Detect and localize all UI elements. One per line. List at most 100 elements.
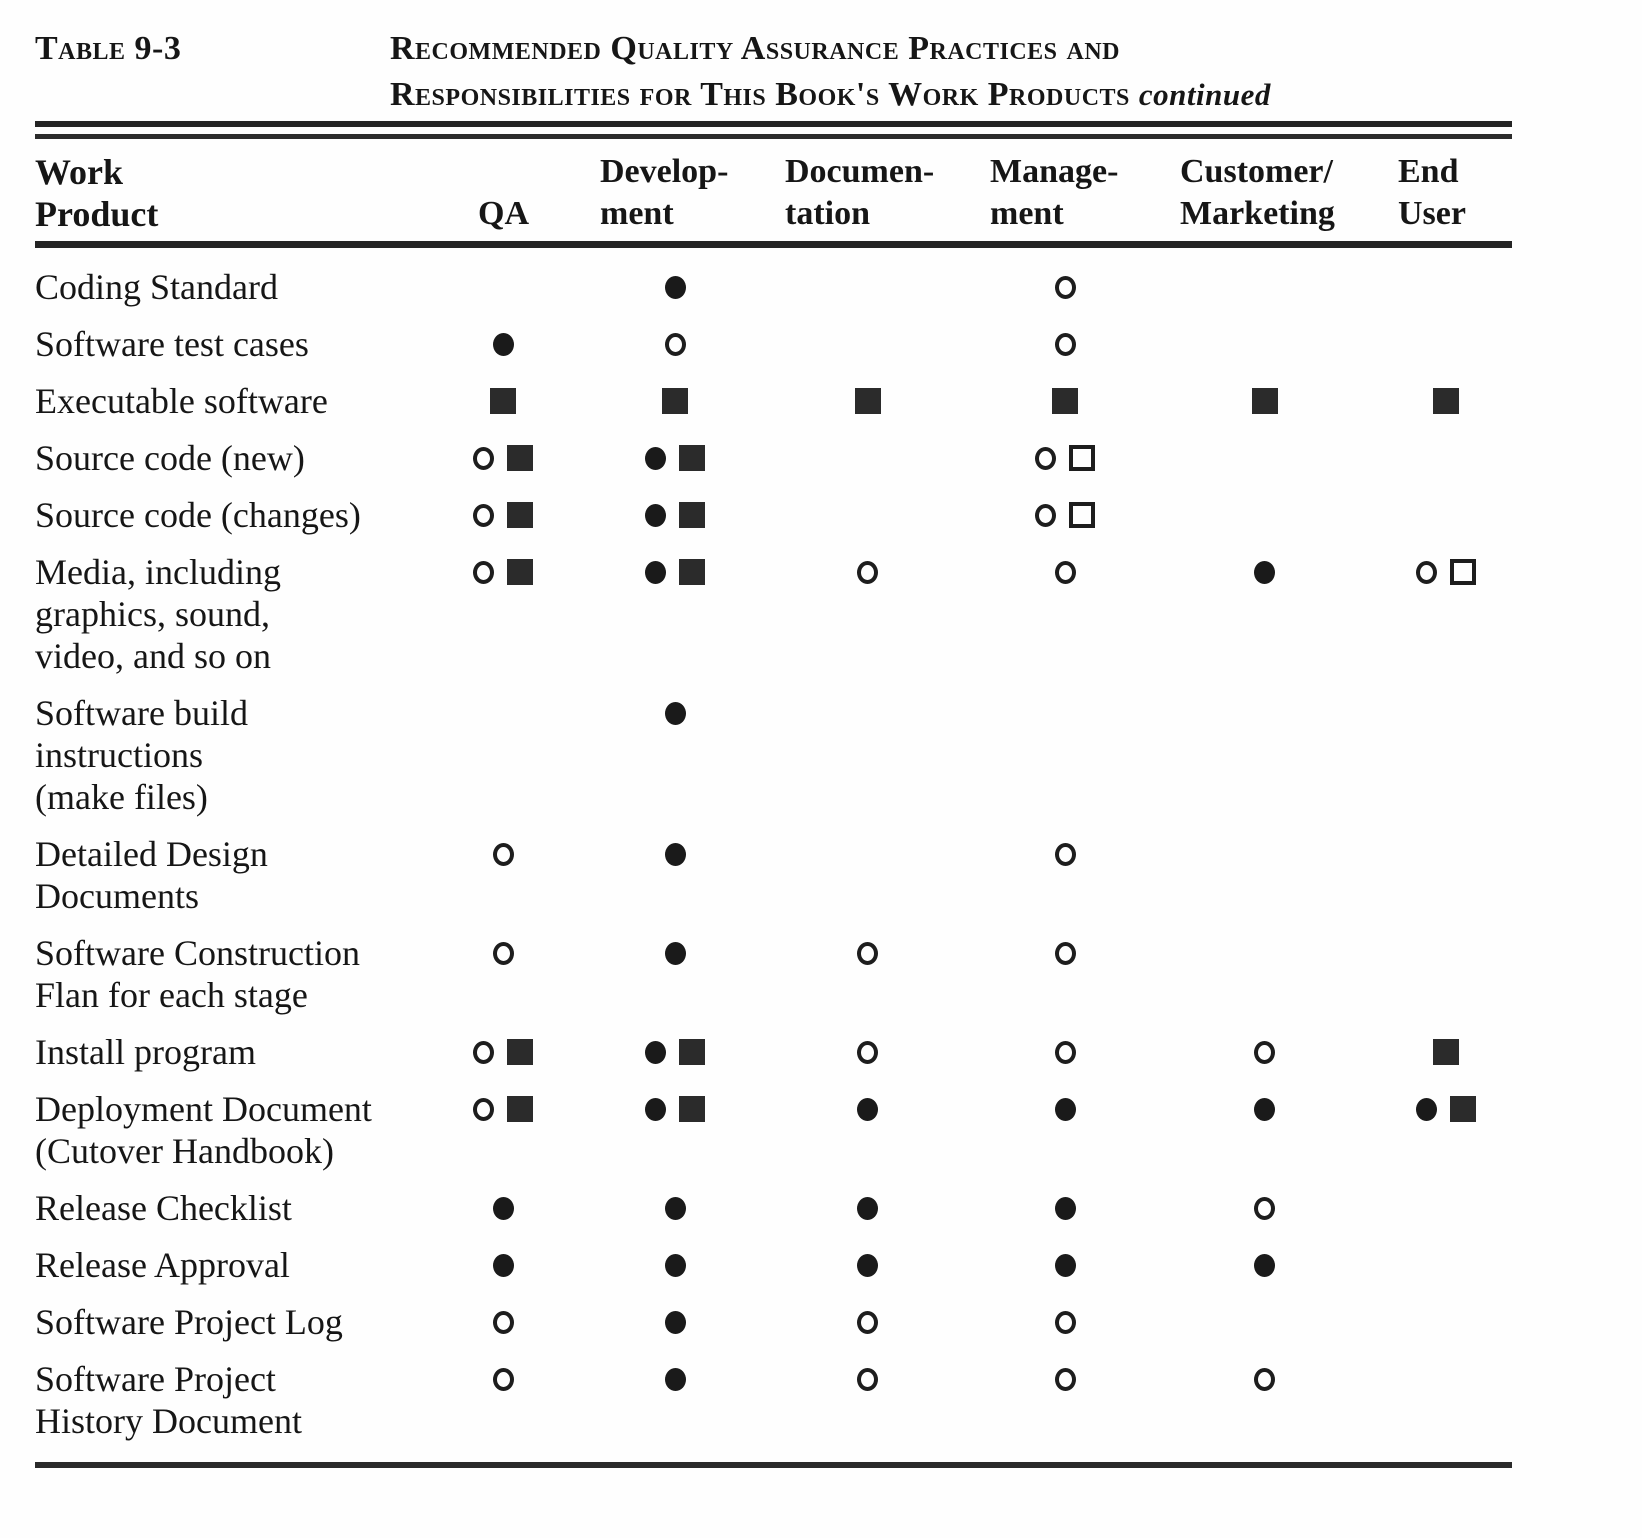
filled-square-icon [507,502,533,528]
table-row: Software Construction Flan for each stage [35,932,1512,1016]
table-label: Table 9-3 [35,30,182,67]
symbol-cell-end-user [1380,692,1512,734]
symbol-cell-management [965,1088,1165,1130]
symbol-cell-end-user [1380,494,1512,536]
filled-circle-icon [1416,1097,1437,1121]
filled-square-icon [507,1096,533,1122]
table-row: Executable software [35,380,1512,422]
open-circle-icon [1035,503,1056,527]
work-product-line: Executable software [35,381,328,421]
symbol-cell-documentation [770,692,965,734]
open-circle-icon [1054,842,1076,866]
table-row: Install program [35,1031,1512,1073]
open-circle-icon [1254,1196,1275,1220]
filled-square-icon [679,1096,705,1122]
table-row: Release Checklist [35,1187,1512,1229]
symbol-cell-qa [440,1031,580,1073]
symbol-cell-documentation [770,437,965,479]
open-square-icon [1450,559,1476,585]
open-square-icon [1069,445,1095,471]
work-product-line: (make files) [35,777,208,817]
table-row: Software Project Log [35,1301,1512,1343]
header-line: Product [35,194,159,234]
symbol-cell-management [965,1301,1165,1343]
table-row: Coding Standard [35,266,1512,308]
symbol-cell-end-user [1380,437,1512,479]
open-circle-icon [473,446,494,470]
work-product-cell: Executable software [35,380,440,422]
symbol-cell-customer-marketing [1165,932,1380,974]
symbol-cell-documentation [770,1244,965,1286]
symbol-cell-development [580,323,770,365]
header-line: End [1398,153,1459,190]
filled-circle-icon [664,1310,686,1334]
symbol-cell-customer-marketing [1165,323,1380,365]
work-product-line: Software build [35,693,248,733]
open-circle-icon [1054,332,1076,356]
column-header-customer-marketing: Customer/ Marketing [1165,151,1380,235]
header-line: tation [785,195,870,232]
filled-circle-icon [1054,1097,1076,1121]
open-circle-icon [473,1040,494,1064]
symbol-cell-development [580,1358,770,1400]
open-circle-icon [1254,1040,1275,1064]
header-line: Documen- [785,153,935,190]
filled-circle-icon [664,1367,686,1391]
symbol-cell-qa [440,494,580,536]
work-product-cell: Source code (changes) [35,494,440,536]
filled-circle-icon [664,275,686,299]
filled-circle-icon [857,1253,878,1277]
symbol-cell-qa [440,1187,580,1229]
work-product-line: Software Construction [35,933,360,973]
table-row: Software build instructions (make files) [35,692,1512,818]
filled-circle-icon [1254,560,1275,584]
filled-square-icon [507,559,533,585]
filled-circle-icon [1254,1253,1275,1277]
symbol-cell-end-user [1380,380,1512,422]
work-product-line: Software test cases [35,324,309,364]
symbol-cell-customer-marketing [1165,833,1380,875]
header-row: Work Product QA Develop- ment Documen- t… [35,151,1512,241]
symbol-cell-customer-marketing [1165,1031,1380,1073]
filled-square-icon [1450,1096,1476,1122]
symbol-cell-end-user [1380,833,1512,875]
symbol-cell-customer-marketing [1165,692,1380,734]
column-header-qa: QA [440,193,580,235]
symbol-cell-customer-marketing [1165,551,1380,593]
work-product-line: History Document [35,1401,302,1441]
work-product-cell: Software build instructions (make files) [35,692,440,818]
filled-square-icon [1052,388,1078,414]
symbol-cell-qa [440,323,580,365]
filled-circle-icon [645,1097,666,1121]
symbol-cell-development [580,1187,770,1229]
work-product-line: Coding Standard [35,267,278,307]
symbol-cell-qa [440,1301,580,1343]
filled-square-icon [662,388,688,414]
open-circle-icon [492,1310,514,1334]
header-line: Work [35,152,124,192]
symbol-cell-end-user [1380,1244,1512,1286]
symbol-cell-development [580,1301,770,1343]
table-title: Recommended Quality Assurance Practices … [390,26,1271,118]
symbol-cell-end-user [1380,1031,1512,1073]
work-product-cell: Release Approval [35,1244,440,1286]
symbol-cell-development [580,833,770,875]
open-circle-icon [1054,941,1076,965]
symbol-cell-development [580,692,770,734]
filled-square-icon [1433,388,1459,414]
work-product-cell: Software Project History Document [35,1358,440,1442]
work-product-line: Documents [35,876,199,916]
symbol-cell-management [965,1187,1165,1229]
symbol-cell-development [580,266,770,308]
filled-circle-icon [1054,1196,1076,1220]
symbol-cell-documentation [770,494,965,536]
work-product-cell: Release Checklist [35,1187,440,1229]
bottom-rule [35,1462,1512,1468]
work-product-line: Flan for each stage [35,975,308,1015]
symbol-cell-documentation [770,551,965,593]
filled-circle-icon [664,842,686,866]
symbol-cell-management [965,266,1165,308]
work-product-line: (Cutover Handbook) [35,1131,334,1171]
filled-circle-icon [492,1253,514,1277]
symbol-cell-qa [440,1358,580,1400]
